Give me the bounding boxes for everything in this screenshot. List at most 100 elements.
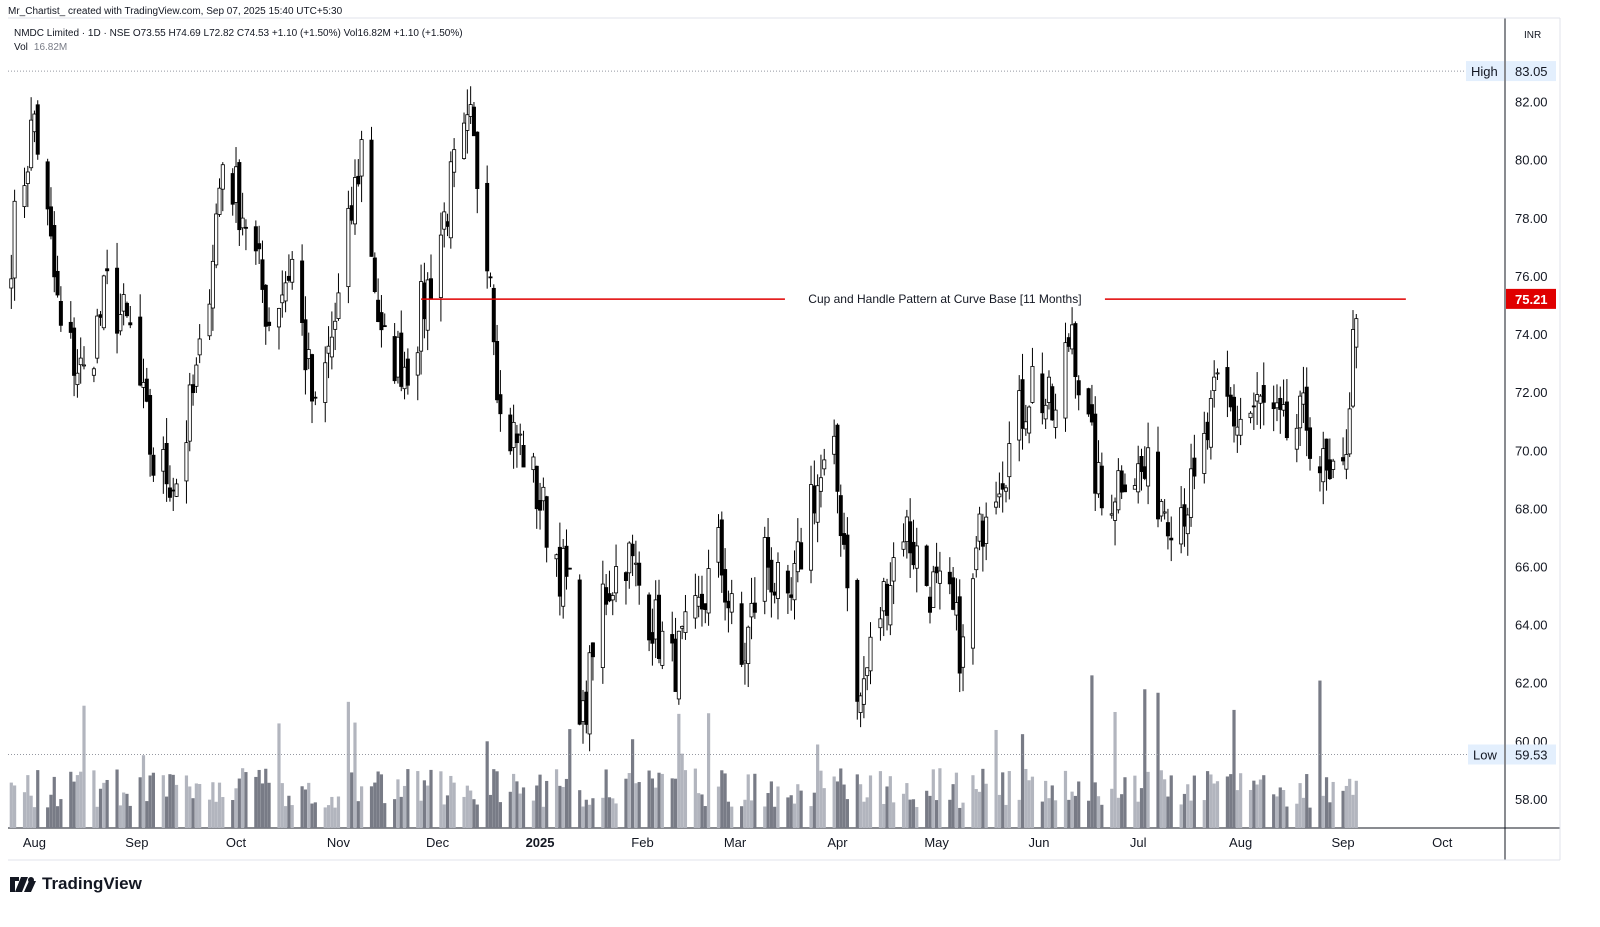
- volume-bar: [307, 782, 311, 828]
- time-tick-label: Nov: [327, 835, 351, 850]
- candle-body: [835, 424, 840, 492]
- volume-bar: [29, 795, 33, 828]
- volume-bar: [1298, 783, 1302, 828]
- candle-body: [534, 465, 539, 510]
- volume-bar: [1053, 800, 1058, 828]
- candle-body: [395, 336, 400, 378]
- volume-bar: [614, 803, 618, 828]
- low-label-badge: [1468, 744, 1504, 765]
- last-price-badge: [1506, 288, 1556, 309]
- candle-body: [280, 294, 285, 304]
- symbol-legend[interactable]: NMDC Limited · 1D · NSE O73.55 H74.69 L7…: [14, 28, 463, 39]
- price-tick-label: 62.00: [1515, 676, 1548, 691]
- volume-bar: [743, 799, 747, 828]
- volume-bar: [1328, 802, 1332, 828]
- price-tick-label: 58.00: [1515, 792, 1548, 807]
- candle-body: [1066, 337, 1071, 347]
- volume-bar: [171, 774, 175, 828]
- volume-bar: [128, 805, 132, 828]
- volume-bar: [1189, 800, 1193, 828]
- volume-bar: [353, 722, 357, 828]
- volume-bar: [92, 770, 96, 828]
- volume-bar: [419, 800, 423, 828]
- candle-body: [283, 282, 288, 302]
- candle-body: [1132, 485, 1137, 490]
- candle-body: [1327, 459, 1332, 480]
- candle-body: [1281, 404, 1286, 411]
- tradingview-brand[interactable]: TradingView: [10, 874, 142, 894]
- volume-bar: [1235, 790, 1239, 828]
- candle-body: [984, 516, 989, 544]
- volume-bar: [637, 782, 641, 828]
- candle-body: [514, 433, 519, 444]
- volume-bar: [822, 788, 826, 828]
- volume-bar: [994, 729, 998, 828]
- candle-body: [1212, 376, 1217, 391]
- volume-bar: [796, 784, 800, 828]
- volume-bar: [165, 796, 169, 828]
- volume-bar: [554, 769, 559, 828]
- candle-body: [210, 260, 215, 309]
- candle-body: [349, 205, 354, 221]
- candle-body: [1192, 457, 1197, 477]
- volume-bar: [885, 786, 889, 828]
- volume-bar: [1113, 711, 1117, 828]
- candle-body: [614, 566, 619, 594]
- candle-body: [471, 106, 476, 137]
- volume-bar: [1096, 796, 1101, 828]
- candle-body: [670, 634, 675, 644]
- volume-bar: [604, 769, 608, 828]
- volume-bar: [1262, 775, 1266, 828]
- high-label: High: [1471, 64, 1498, 79]
- volume-bar: [118, 805, 122, 828]
- candle-body: [25, 171, 30, 184]
- annotation-text-bg: [784, 290, 1105, 308]
- candle-body: [541, 486, 546, 502]
- volume-bar: [207, 799, 212, 828]
- candle-body: [604, 587, 609, 605]
- candle-body: [1294, 427, 1299, 450]
- volume-bar: [449, 775, 453, 828]
- candle-body: [954, 602, 959, 616]
- candle-body: [607, 593, 612, 602]
- candle-body: [1027, 406, 1032, 434]
- volume-bar: [680, 753, 684, 828]
- candle-body: [306, 349, 311, 359]
- volume-bar: [591, 798, 595, 828]
- volume-bar: [1212, 783, 1216, 828]
- volume-bar: [379, 774, 384, 828]
- candle-body: [276, 308, 281, 328]
- candle-body: [419, 281, 424, 352]
- candle-body: [931, 571, 936, 608]
- candle-body: [934, 566, 939, 574]
- candle-body: [865, 667, 870, 677]
- volume-bar: [1073, 795, 1077, 828]
- candle-body: [1076, 380, 1081, 396]
- volume-bar: [1205, 771, 1210, 828]
- candle-body: [234, 166, 239, 203]
- candle-body: [1344, 454, 1349, 470]
- volume-bar: [138, 777, 142, 828]
- candle-body: [29, 119, 34, 169]
- volume-legend[interactable]: Vol 16.82M: [14, 42, 67, 53]
- candle-body: [937, 570, 942, 584]
- volume-bar: [706, 713, 711, 828]
- candle-body: [45, 161, 50, 210]
- candle-body: [422, 282, 427, 320]
- volume-bar: [1063, 770, 1068, 828]
- candle-body: [35, 104, 40, 155]
- volume-bar: [1027, 780, 1031, 828]
- volume-bar: [234, 788, 238, 828]
- candle-body: [815, 485, 820, 523]
- volume-bar: [977, 791, 982, 828]
- currency-label[interactable]: INR: [1524, 30, 1542, 41]
- volume-bar: [399, 796, 403, 828]
- candle-body: [1043, 404, 1048, 420]
- candle-body: [961, 636, 966, 668]
- candle-body: [1113, 501, 1118, 521]
- volume-bar: [194, 783, 198, 828]
- volume-bar: [1248, 789, 1253, 828]
- candle-body: [775, 562, 780, 599]
- candle-body: [1215, 372, 1220, 375]
